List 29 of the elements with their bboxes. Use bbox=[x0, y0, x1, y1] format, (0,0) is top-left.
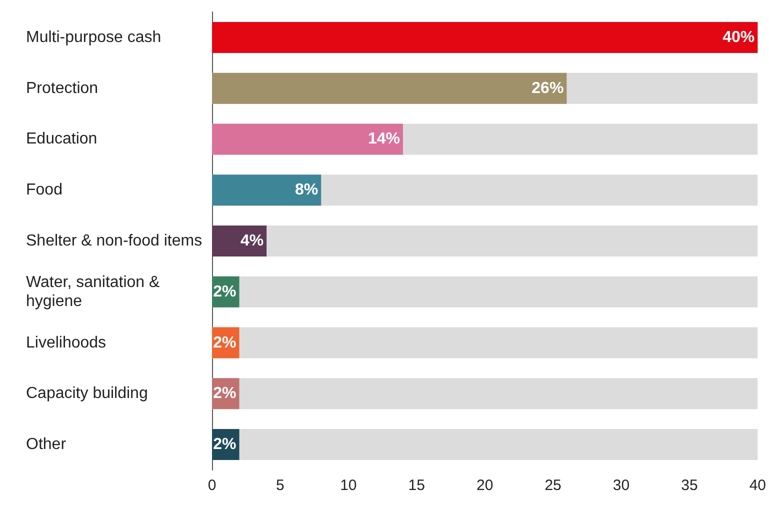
y-tick-label: Education bbox=[26, 130, 98, 148]
x-tick-label: 10 bbox=[340, 477, 357, 494]
x-tick-label: 35 bbox=[681, 477, 698, 494]
x-tick-label: 30 bbox=[612, 477, 630, 494]
x-tick-label: 5 bbox=[276, 477, 284, 494]
y-tick-label: Multi-purpose cash bbox=[26, 28, 162, 46]
y-tick-label: Food bbox=[26, 182, 62, 199]
data-label: 8% bbox=[295, 182, 318, 199]
x-tick-label: 20 bbox=[476, 477, 494, 494]
data-label: 14% bbox=[368, 130, 400, 148]
x-tick-label: 40 bbox=[749, 477, 766, 494]
y-tick-label: Other bbox=[26, 436, 67, 454]
data-label: 2% bbox=[213, 385, 236, 402]
y-tick-label: Protection bbox=[26, 80, 98, 97]
y-tick-label: Livelihoods bbox=[26, 334, 106, 352]
bar bbox=[212, 226, 267, 256]
data-label: 26% bbox=[532, 80, 564, 97]
data-label: 2% bbox=[213, 283, 236, 300]
data-label: 2% bbox=[213, 334, 236, 352]
data-label: 4% bbox=[240, 232, 264, 250]
x-tick-label: 0 bbox=[208, 477, 216, 494]
x-tick-label: 25 bbox=[544, 477, 562, 494]
y-tick-label: Capacity building bbox=[26, 385, 148, 402]
y-tick-label: Shelter & non-food items bbox=[26, 232, 202, 250]
y-tick-label: Water, sanitation & hygiene bbox=[26, 274, 164, 310]
data-label: 40% bbox=[722, 28, 755, 46]
x-tick-label: 15 bbox=[408, 477, 425, 494]
bar bbox=[212, 174, 322, 206]
data-label: 2% bbox=[213, 436, 236, 454]
